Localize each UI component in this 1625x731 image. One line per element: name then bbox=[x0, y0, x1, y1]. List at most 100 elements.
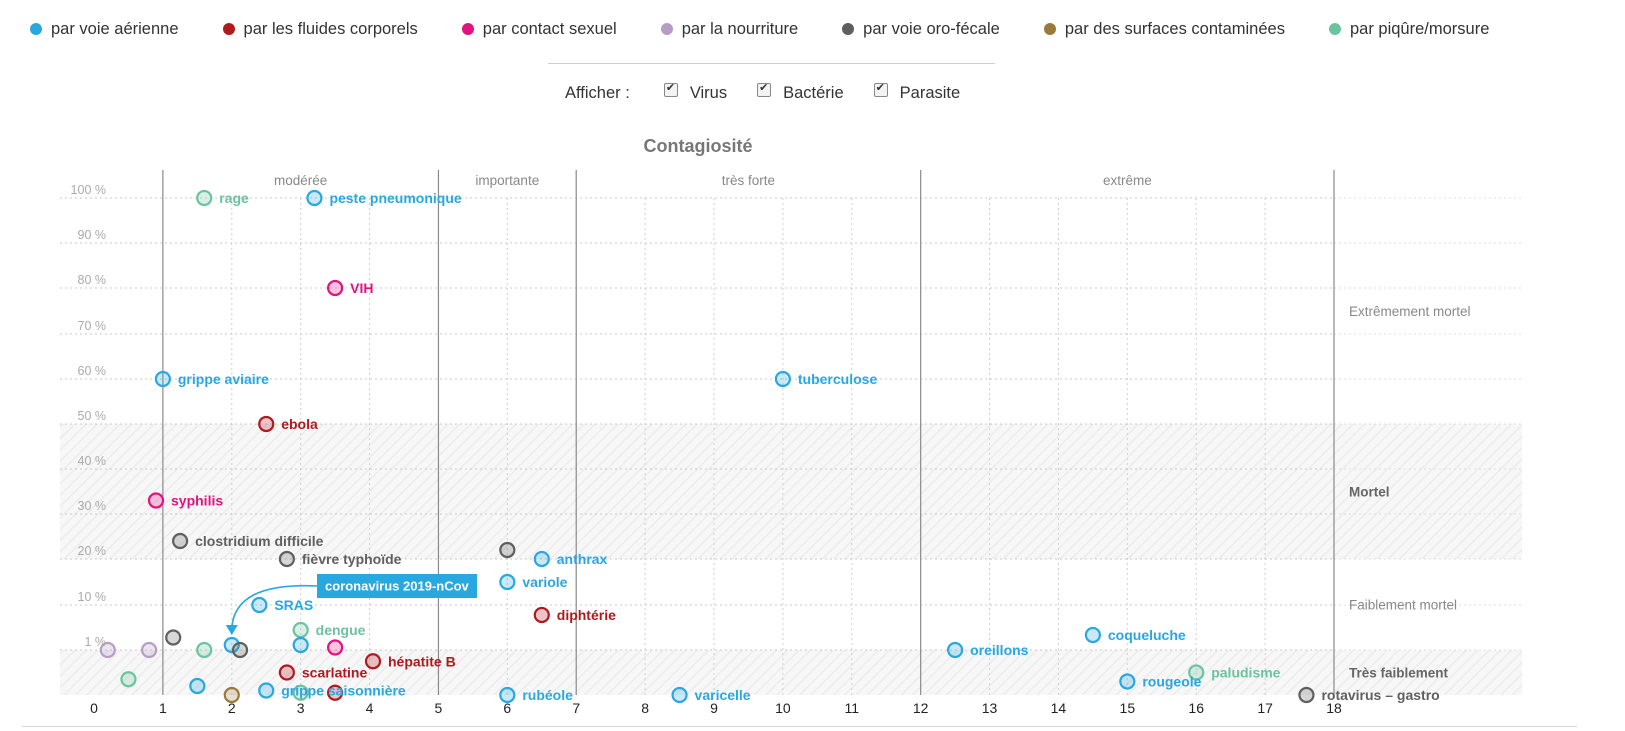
legend-label: par les fluides corporels bbox=[243, 19, 418, 38]
data-point[interactable] bbox=[223, 636, 240, 654]
point-label: scarlatine bbox=[302, 665, 368, 681]
data-point[interactable] bbox=[306, 189, 323, 207]
data-point[interactable] bbox=[499, 686, 516, 704]
data-point[interactable] bbox=[1119, 673, 1136, 690]
legend-dot-icon bbox=[1043, 23, 1056, 35]
legend-item-air[interactable]: par voie aérienne bbox=[22, 20, 179, 39]
point-label: VIH bbox=[350, 280, 373, 296]
legend-item-surface[interactable]: par des surfaces contaminées bbox=[1036, 20, 1285, 39]
data-point[interactable] bbox=[189, 677, 206, 695]
filter-parasite-label: Parasite bbox=[899, 83, 961, 102]
point-label: coqueluche bbox=[1108, 627, 1186, 643]
data-point[interactable] bbox=[947, 641, 964, 659]
point-label: clostridium difficile bbox=[195, 533, 324, 549]
data-point[interactable] bbox=[172, 532, 189, 550]
point-label: peste pneumonique bbox=[329, 190, 461, 206]
legend-label: par la nourriture bbox=[681, 19, 799, 38]
data-point[interactable] bbox=[251, 596, 268, 614]
legend-label: par contact sexuel bbox=[482, 19, 617, 38]
data-point[interactable] bbox=[292, 636, 309, 654]
data-point[interactable] bbox=[533, 606, 550, 624]
filter-bacteria[interactable]: Bactérie bbox=[757, 81, 844, 103]
zone-label: importante bbox=[475, 173, 539, 188]
band-1 bbox=[60, 424, 1522, 559]
x-tick-label: 10 bbox=[775, 700, 791, 716]
data-point[interactable] bbox=[196, 641, 213, 659]
band-label: Mortel bbox=[1349, 485, 1390, 500]
point-label: grippe saisonnière bbox=[281, 683, 406, 699]
y-tick-label: 70 % bbox=[78, 319, 107, 333]
data-point[interactable] bbox=[327, 684, 344, 701]
point-label: tuberculose bbox=[798, 371, 878, 387]
point-label: dengue bbox=[316, 622, 366, 638]
parasite-checkbox[interactable] bbox=[873, 81, 888, 97]
data-point[interactable] bbox=[99, 641, 116, 659]
zone-label: extrême bbox=[1103, 173, 1152, 188]
data-point[interactable] bbox=[147, 492, 165, 509]
x-tick-label: 4 bbox=[366, 700, 374, 716]
annotation-label: coronavirus 2019-nCov bbox=[325, 579, 470, 594]
y-tick-label: 90 % bbox=[78, 228, 107, 242]
filter-virus-label: Virus bbox=[689, 83, 728, 102]
point-label: rougeole bbox=[1142, 674, 1201, 690]
data-point[interactable] bbox=[292, 621, 309, 639]
filter-label: Afficher : bbox=[565, 83, 630, 102]
legend-item-food[interactable]: par la nourriture bbox=[653, 20, 798, 39]
legend-item-fluids[interactable]: par les fluides corporels bbox=[215, 20, 418, 39]
virus-checkbox[interactable] bbox=[663, 81, 678, 97]
point-label: rage bbox=[219, 190, 249, 206]
y-tick-label: 80 % bbox=[78, 273, 107, 287]
divider bbox=[548, 63, 995, 64]
data-point[interactable] bbox=[533, 550, 550, 568]
zone-label: modérée bbox=[274, 173, 327, 188]
data-point[interactable] bbox=[499, 573, 516, 591]
point-label: varicelle bbox=[695, 687, 751, 703]
legend-item-bite[interactable]: par piqûre/morsure bbox=[1321, 20, 1489, 39]
data-point[interactable] bbox=[165, 629, 182, 646]
data-point[interactable] bbox=[327, 639, 344, 656]
x-tick-label: 2 bbox=[228, 700, 236, 716]
data-point[interactable] bbox=[364, 653, 382, 670]
legend-item-sexual[interactable]: par contact sexuel bbox=[454, 20, 617, 39]
point-label: rotavirus – gastro bbox=[1321, 687, 1439, 703]
data-point[interactable] bbox=[499, 541, 516, 559]
data-point[interactable] bbox=[1298, 686, 1315, 704]
point-label: paludisme bbox=[1211, 665, 1280, 681]
annotation-box bbox=[317, 574, 477, 598]
x-tick-label: 1 bbox=[159, 700, 167, 716]
data-point[interactable] bbox=[258, 682, 275, 699]
legend-dot-icon bbox=[461, 23, 474, 35]
filter-virus[interactable]: Virus bbox=[663, 81, 728, 103]
legend-item-fecal[interactable]: par voie oro-fécale bbox=[834, 20, 1000, 39]
point-label: diphtérie bbox=[557, 607, 616, 623]
data-point[interactable] bbox=[154, 370, 171, 388]
x-tick-label: 5 bbox=[435, 700, 443, 716]
data-point[interactable] bbox=[774, 370, 791, 388]
data-point[interactable] bbox=[141, 641, 158, 659]
bacteria-checkbox[interactable] bbox=[757, 81, 772, 97]
data-point[interactable] bbox=[671, 686, 688, 704]
band-label: Extrêmement mortel bbox=[1349, 304, 1471, 319]
legend: par voie aérienne par les fluides corpore… bbox=[22, 14, 1605, 44]
data-point[interactable] bbox=[278, 664, 295, 681]
band-label: Très faiblement bbox=[1349, 666, 1449, 681]
data-point[interactable] bbox=[278, 550, 295, 568]
data-point[interactable] bbox=[258, 415, 275, 433]
point-label: grippe aviaire bbox=[178, 371, 269, 387]
data-point[interactable] bbox=[196, 189, 213, 207]
data-point[interactable] bbox=[223, 686, 240, 704]
data-point[interactable] bbox=[327, 279, 344, 297]
data-point[interactable] bbox=[1188, 664, 1205, 681]
filter-parasite[interactable]: Parasite bbox=[873, 81, 961, 103]
data-point[interactable] bbox=[1084, 626, 1101, 644]
y-tick-label: 10 % bbox=[78, 590, 107, 604]
legend-label: par piqûre/morsure bbox=[1349, 19, 1490, 38]
data-point[interactable] bbox=[292, 684, 309, 701]
point-label: hépatite B bbox=[388, 653, 456, 669]
x-tick-label: 9 bbox=[710, 700, 718, 716]
chart-title: Contagiosité bbox=[643, 136, 752, 156]
x-tick-label: 18 bbox=[1326, 700, 1342, 716]
data-point[interactable] bbox=[120, 671, 137, 688]
data-point[interactable] bbox=[231, 641, 249, 659]
